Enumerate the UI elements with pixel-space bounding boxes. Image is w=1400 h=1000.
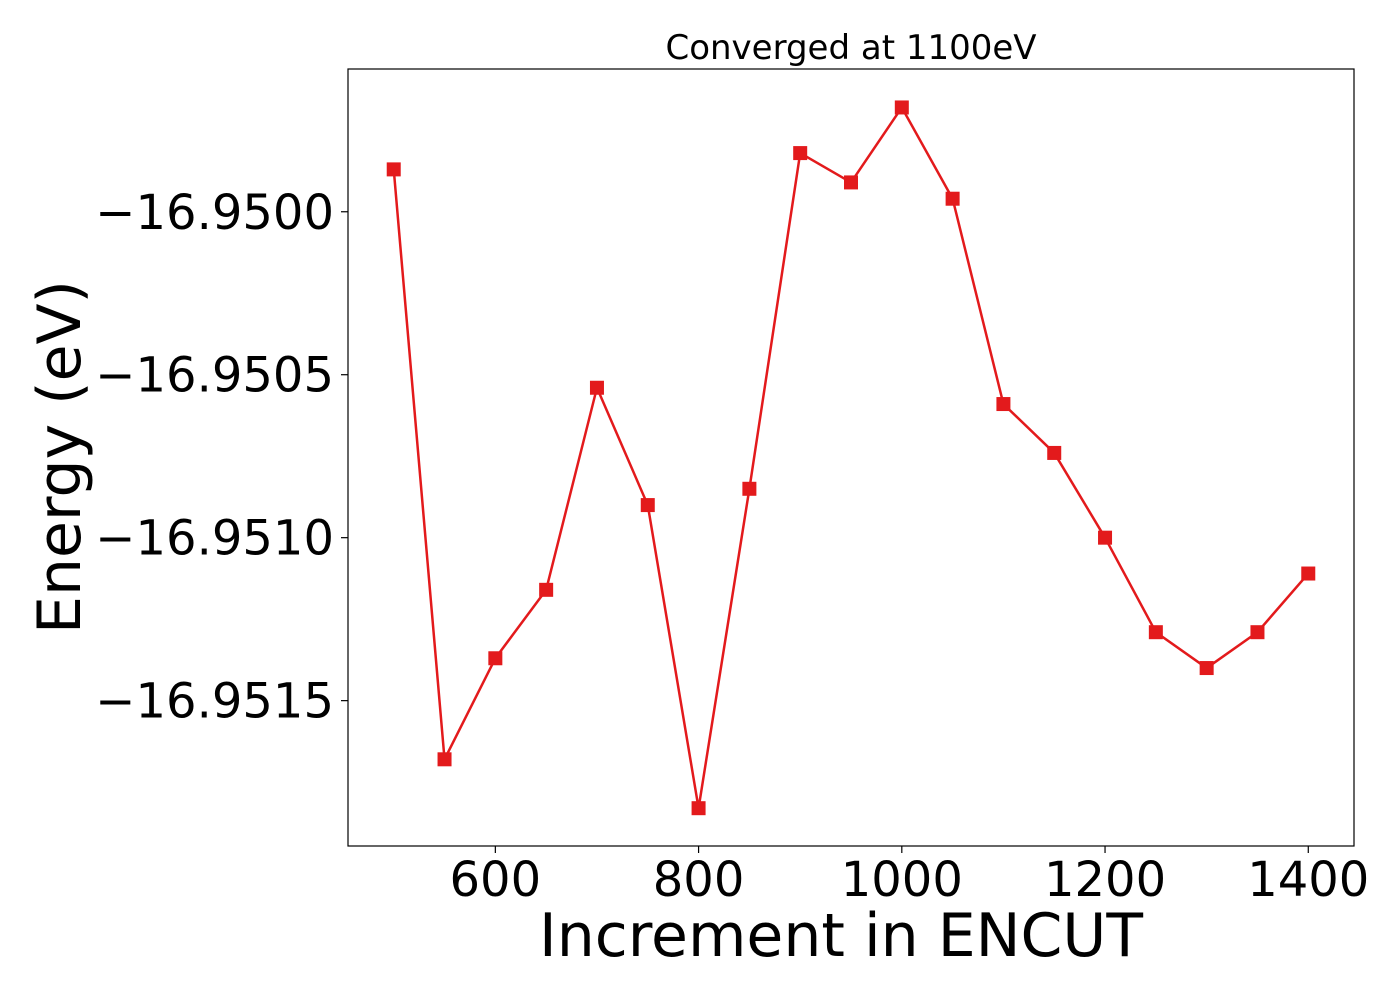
series-layer (386, 100, 1316, 816)
x-axis-label: Increment in ENCUT (539, 901, 1143, 971)
data-point-marker (1250, 625, 1265, 640)
y-tick-label: −16.9510 (95, 511, 334, 567)
data-point-marker (488, 651, 503, 666)
x-tick-label: 1200 (1044, 852, 1166, 908)
data-point-marker (1148, 625, 1163, 640)
y-axis-ticks: −16.9515 −16.9510 −16.9505 −16.9500 (95, 185, 348, 730)
data-point-marker (1199, 661, 1214, 676)
data-point-marker (793, 146, 808, 161)
x-axis-ticks: 600 800 1000 1200 1400 (450, 846, 1369, 908)
data-point-marker (386, 162, 401, 177)
data-point-marker (1098, 530, 1113, 545)
y-tick-label: −16.9515 (95, 674, 334, 730)
series-line (392, 106, 1310, 810)
data-point-marker (640, 498, 655, 513)
y-tick-label: −16.9500 (95, 185, 334, 241)
data-point-marker (1047, 445, 1062, 460)
chart-title: Converged at 1100eV (665, 28, 1036, 68)
data-point-marker (437, 752, 452, 767)
data-point-marker (742, 481, 757, 496)
y-axis-label: Energy (eV) (25, 280, 95, 634)
x-tick-label: 1000 (841, 852, 963, 908)
y-tick-label: −16.9505 (95, 348, 334, 404)
data-point-marker (844, 175, 858, 190)
data-point-marker (589, 380, 604, 395)
x-tick-label: 1400 (1247, 852, 1369, 908)
data-point-marker (691, 801, 706, 816)
x-tick-label: 800 (653, 852, 745, 908)
data-point-marker (539, 582, 554, 597)
data-point-marker (894, 100, 909, 115)
plot-frame (347, 68, 1355, 847)
data-point-marker (945, 191, 960, 206)
data-point-marker (996, 397, 1011, 412)
data-point-marker (1301, 566, 1316, 581)
x-tick-label: 600 (450, 852, 542, 908)
